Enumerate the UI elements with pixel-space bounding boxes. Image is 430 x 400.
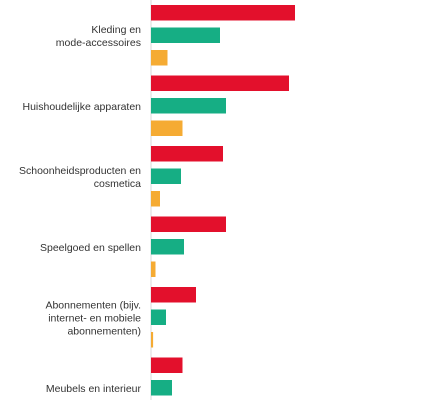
category-labels: Kleding en mode-accessoires Huishoudelijke… <box>19 24 142 395</box>
bar <box>151 98 226 114</box>
bar <box>151 191 160 207</box>
bar <box>151 309 166 325</box>
bar <box>151 287 196 303</box>
category-label: Speelgoed en spellen <box>40 242 141 254</box>
bar <box>151 357 183 373</box>
bar <box>151 216 226 232</box>
bar <box>151 120 183 136</box>
bar <box>151 75 289 91</box>
bar <box>151 261 156 277</box>
bar <box>151 27 220 43</box>
category-label: Kleding en mode-accessoires <box>56 24 141 49</box>
category-label-line: Kleding en <box>91 24 141 36</box>
bar <box>151 146 223 162</box>
category-label-line: Huishoudelijke apparaten <box>23 101 142 113</box>
bar <box>151 50 168 66</box>
category-label: Abonnementen (bijv. internet- en mobiele a… <box>45 299 141 337</box>
category-label: Schoonheidsproducten en cosmetica <box>19 165 141 190</box>
category-label-line: Abonnementen (bijv. <box>45 299 141 311</box>
category-label-line: Meubels en interieur <box>46 383 142 395</box>
bar <box>151 5 295 21</box>
category-label-line: Speelgoed en spellen <box>40 242 141 254</box>
bar <box>151 239 184 255</box>
category-label: Meubels en interieur <box>46 383 142 395</box>
category-label-line: mode-accessoires <box>56 37 141 49</box>
bar <box>151 332 154 348</box>
category-label: Huishoudelijke apparaten <box>23 101 142 113</box>
category-label-line: internet- en mobiele <box>48 312 141 324</box>
category-label-line: abonnementen) <box>67 325 141 337</box>
category-label-line: cosmetica <box>94 178 141 190</box>
bar <box>151 380 172 396</box>
bar <box>151 168 181 184</box>
category-label-line: Schoonheidsproducten en <box>19 165 141 177</box>
bars <box>151 5 295 396</box>
